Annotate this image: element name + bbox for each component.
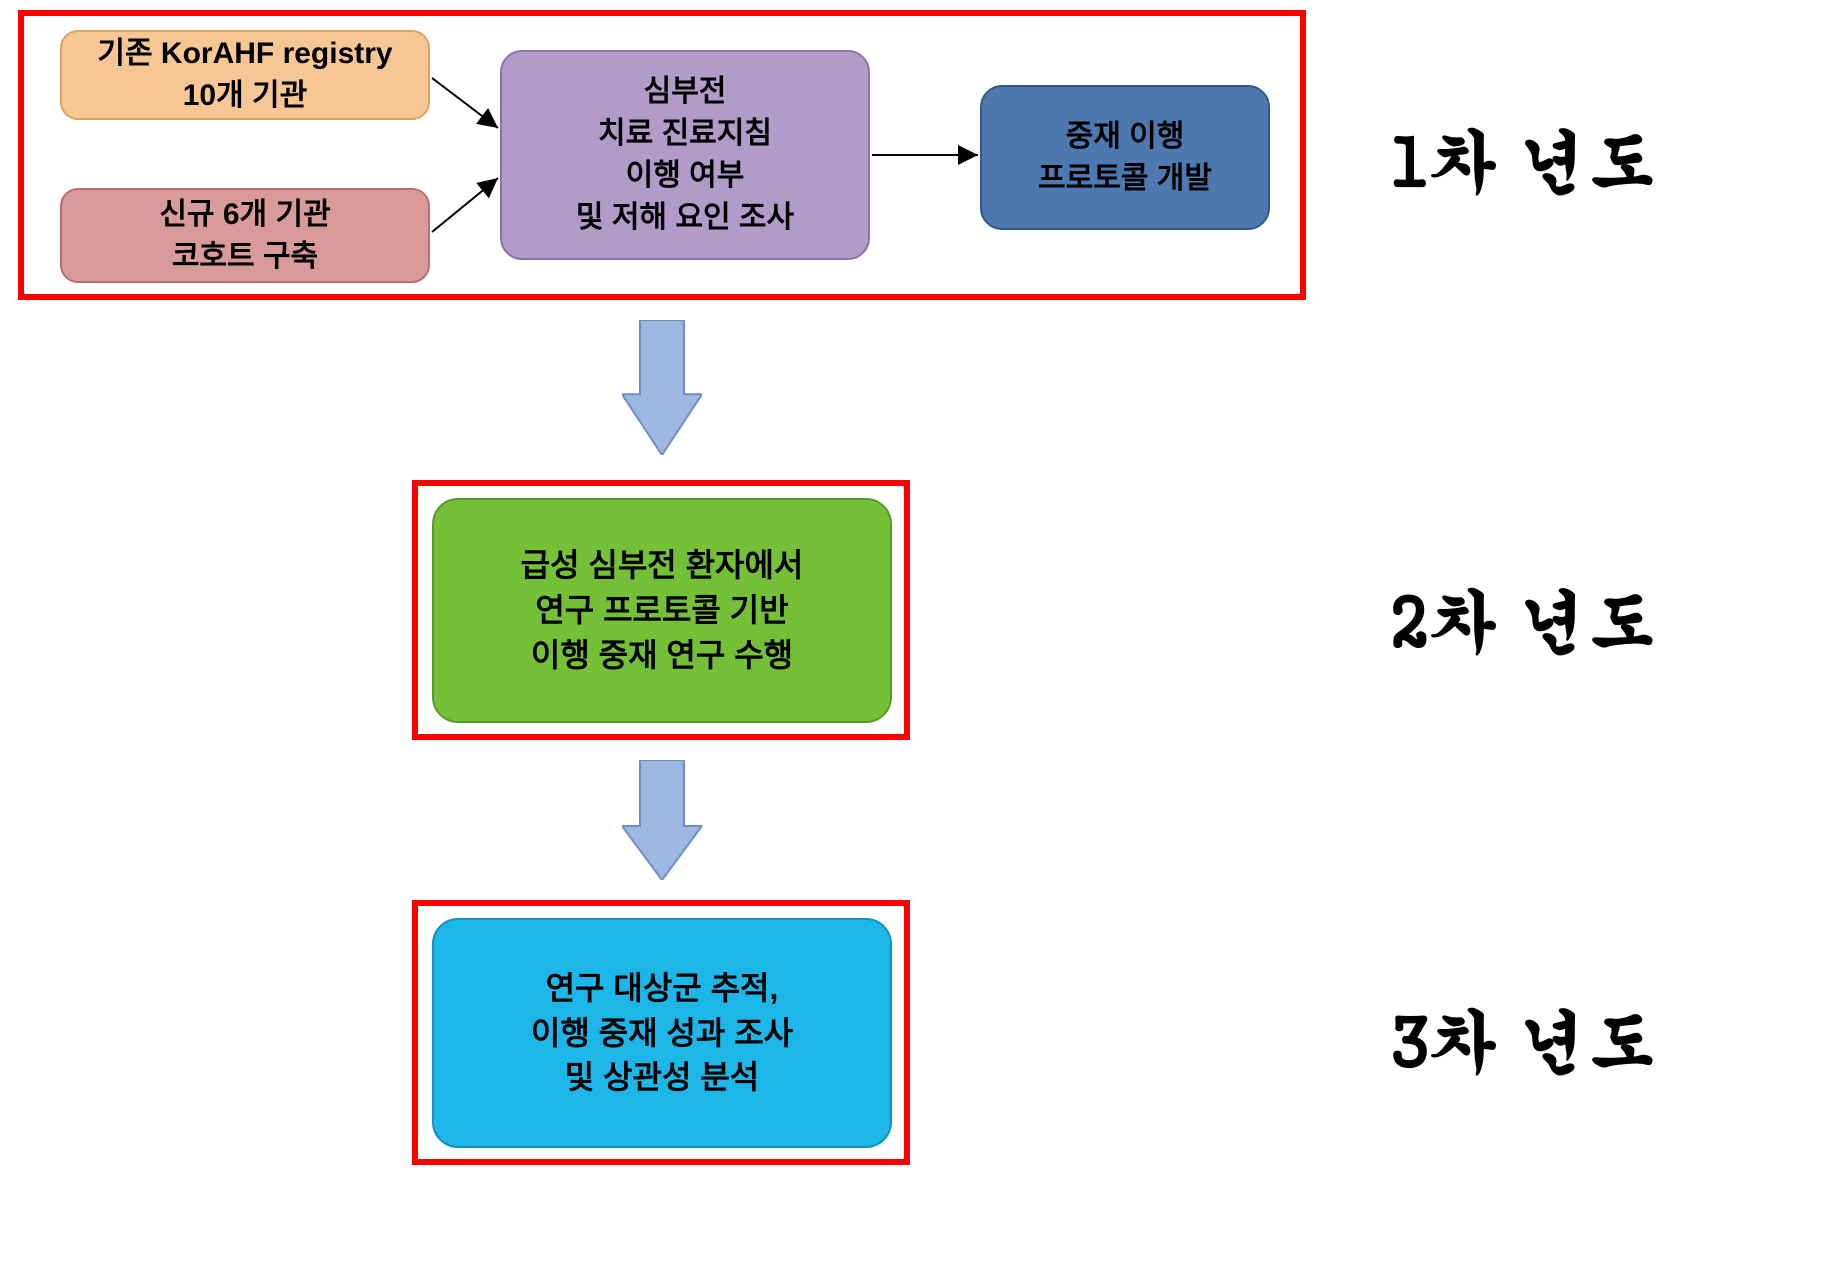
block-arrow-phase2-to-phase3	[622, 760, 702, 880]
arrow-new6-to-guideline	[432, 178, 498, 232]
thin-arrows	[0, 0, 1832, 1264]
down-arrow-icon	[622, 760, 702, 880]
arrow-korhf-to-guideline	[432, 78, 498, 128]
block-arrow-phase1-to-phase2	[622, 320, 702, 455]
down-arrow-icon	[622, 320, 702, 455]
